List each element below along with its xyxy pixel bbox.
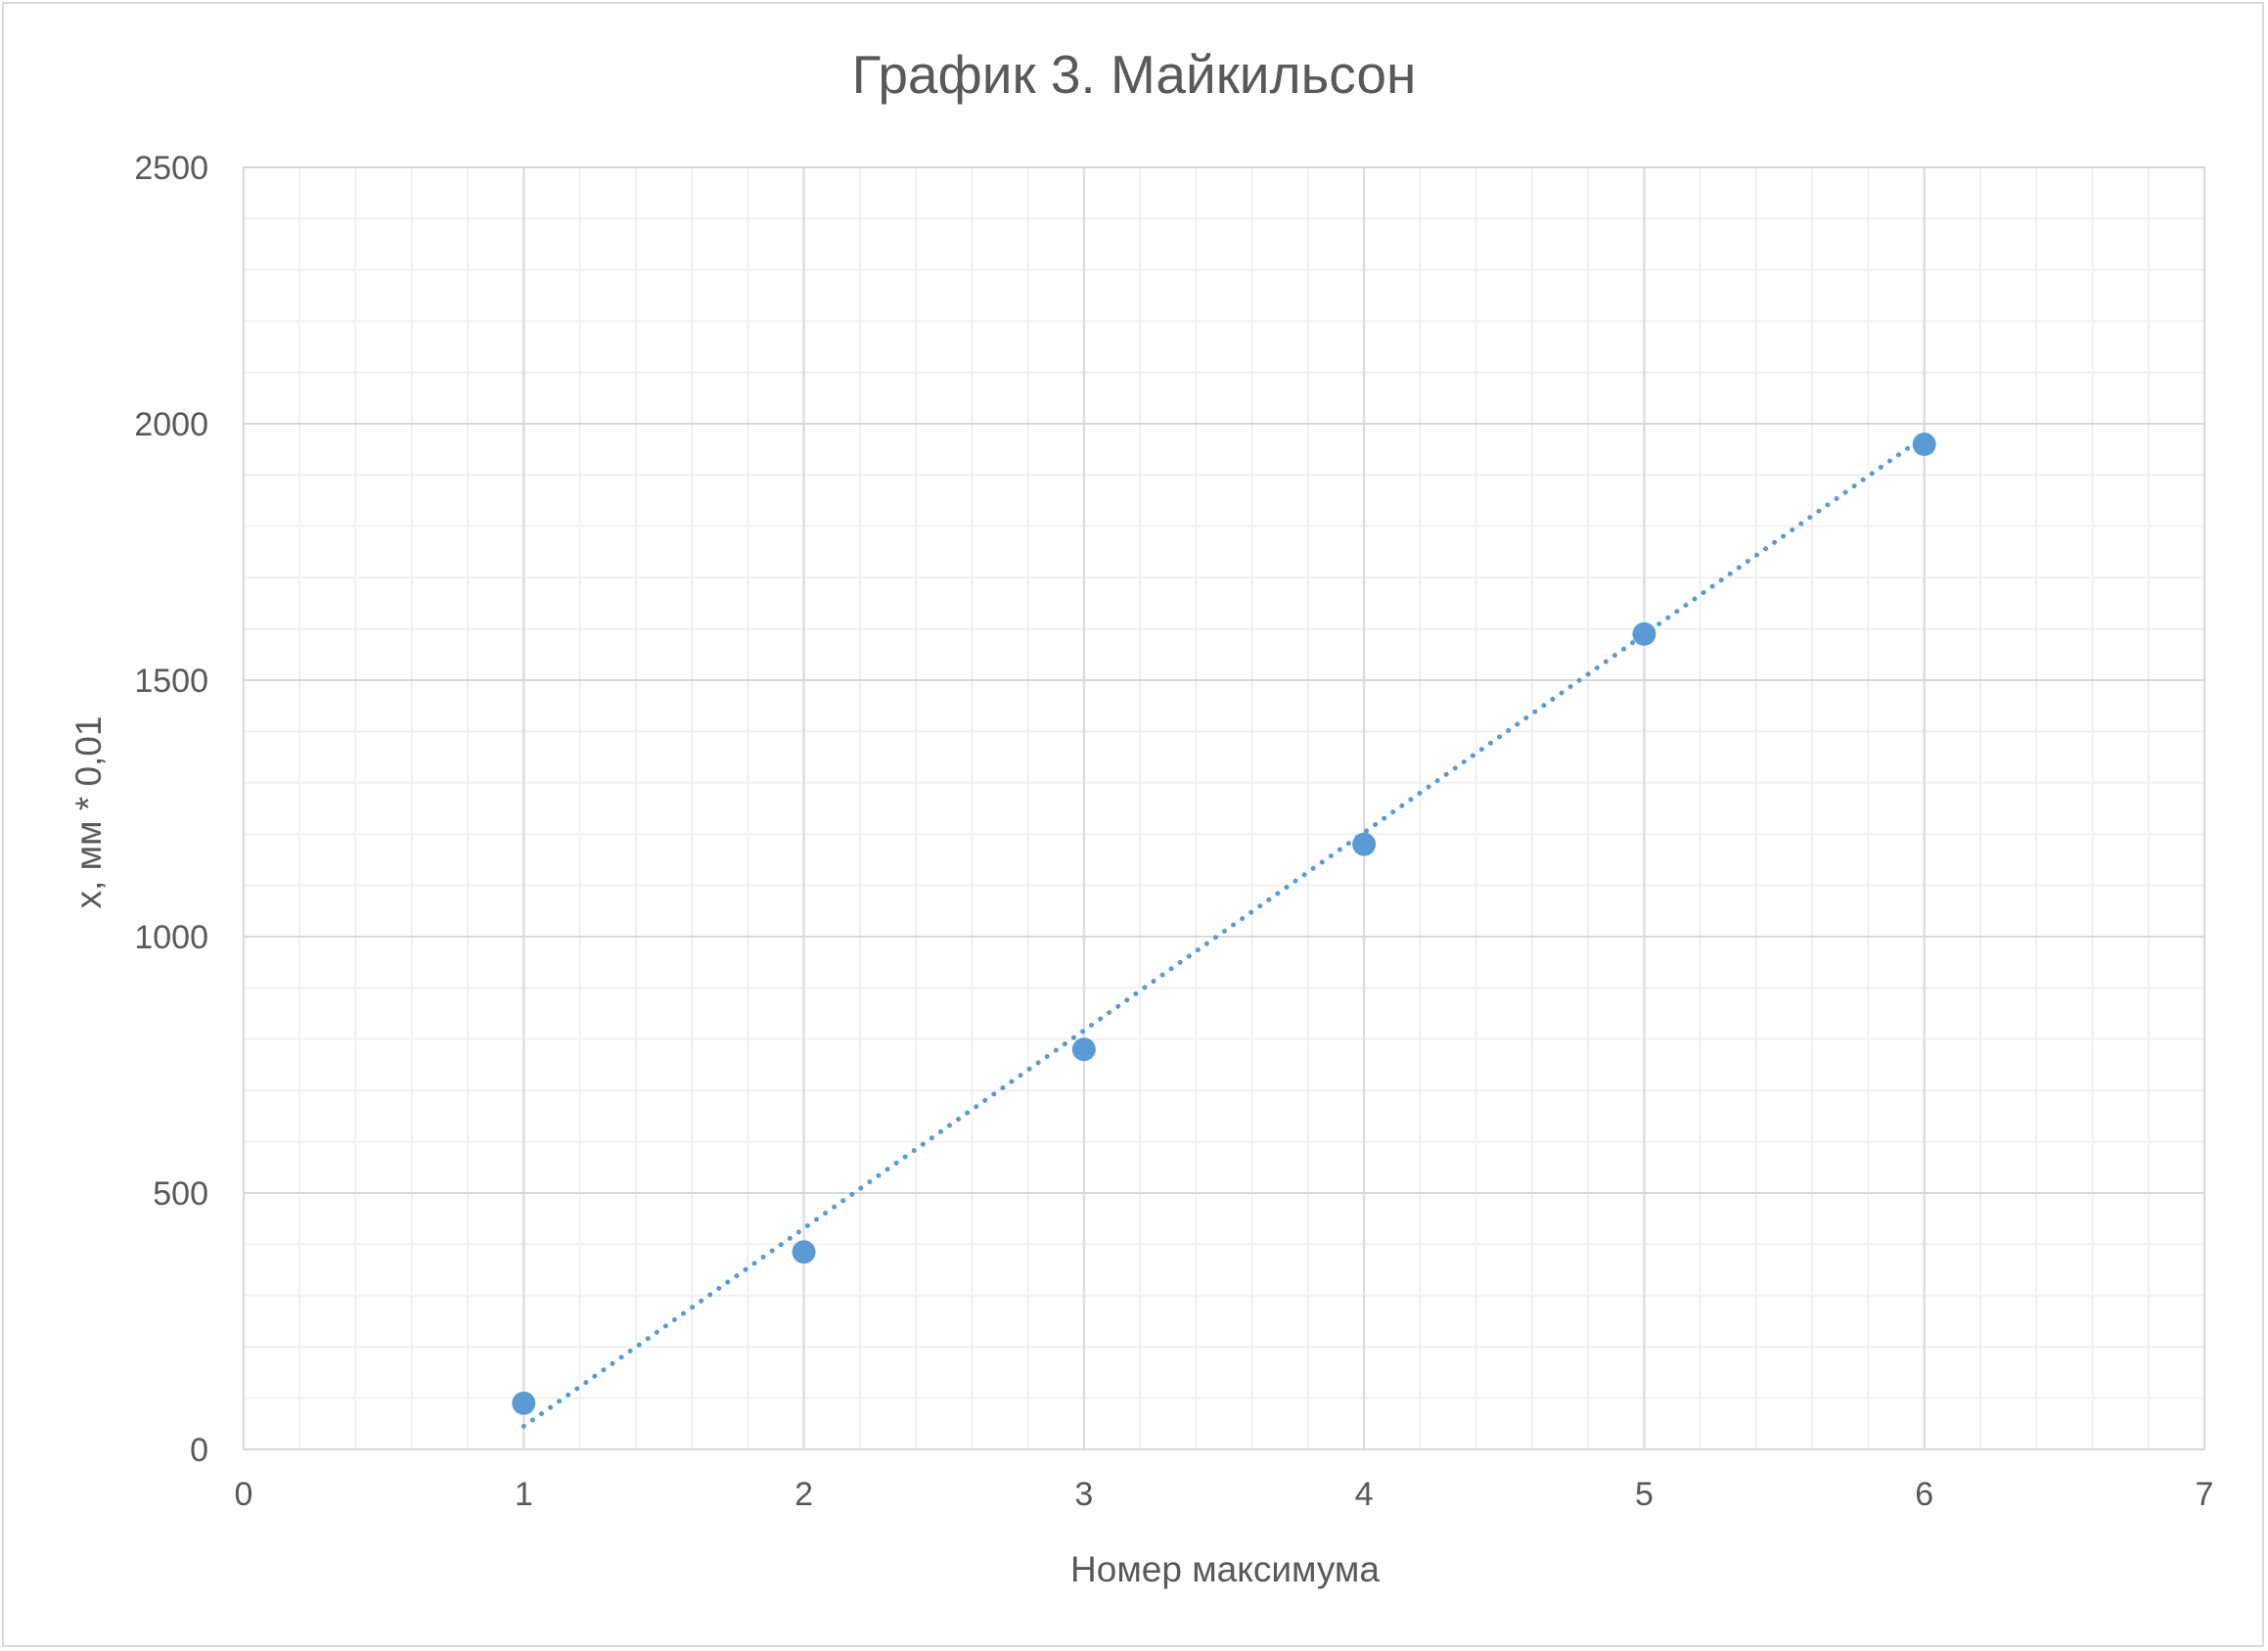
y-tick-label: 2500 — [134, 150, 208, 187]
minor-grid — [243, 166, 2205, 1450]
y-tick-label: 500 — [153, 1175, 208, 1213]
chart-title: График 3. Майкильсон — [852, 44, 1417, 105]
y-tick-label: 1000 — [134, 919, 208, 956]
series-points — [512, 432, 1936, 1415]
x-tick-label: 7 — [2196, 1476, 2214, 1513]
x-axis-ticks: 0 1 2 3 4 5 6 7 — [235, 1476, 2214, 1513]
x-tick-label: 1 — [515, 1476, 533, 1513]
major-grid — [243, 166, 2205, 1450]
x-tick-label: 4 — [1355, 1476, 1374, 1513]
trendline-group — [521, 434, 1928, 1429]
x-tick-label: 5 — [1635, 1476, 1654, 1513]
x-tick-label: 2 — [794, 1476, 813, 1513]
data-point — [1352, 832, 1377, 856]
data-point — [792, 1240, 816, 1264]
data-point — [512, 1391, 536, 1415]
y-tick-label: 2000 — [134, 406, 208, 443]
y-axis-ticks: 0 500 1000 1500 2000 2500 — [134, 150, 208, 1469]
y-tick-label: 1500 — [134, 663, 208, 700]
data-point — [1071, 1037, 1096, 1062]
x-axis-label: Номер максимума — [1070, 1549, 1380, 1589]
x-tick-label: 0 — [235, 1476, 253, 1513]
x-tick-label: 3 — [1074, 1476, 1093, 1513]
data-point — [1912, 432, 1936, 456]
x-tick-label: 6 — [1915, 1476, 1933, 1513]
trendline — [521, 434, 1928, 1429]
data-point — [1632, 621, 1656, 646]
y-axis-label: x, мм * 0,01 — [68, 716, 109, 909]
plot-area-border — [243, 166, 2205, 1450]
y-tick-label: 0 — [190, 1432, 208, 1469]
